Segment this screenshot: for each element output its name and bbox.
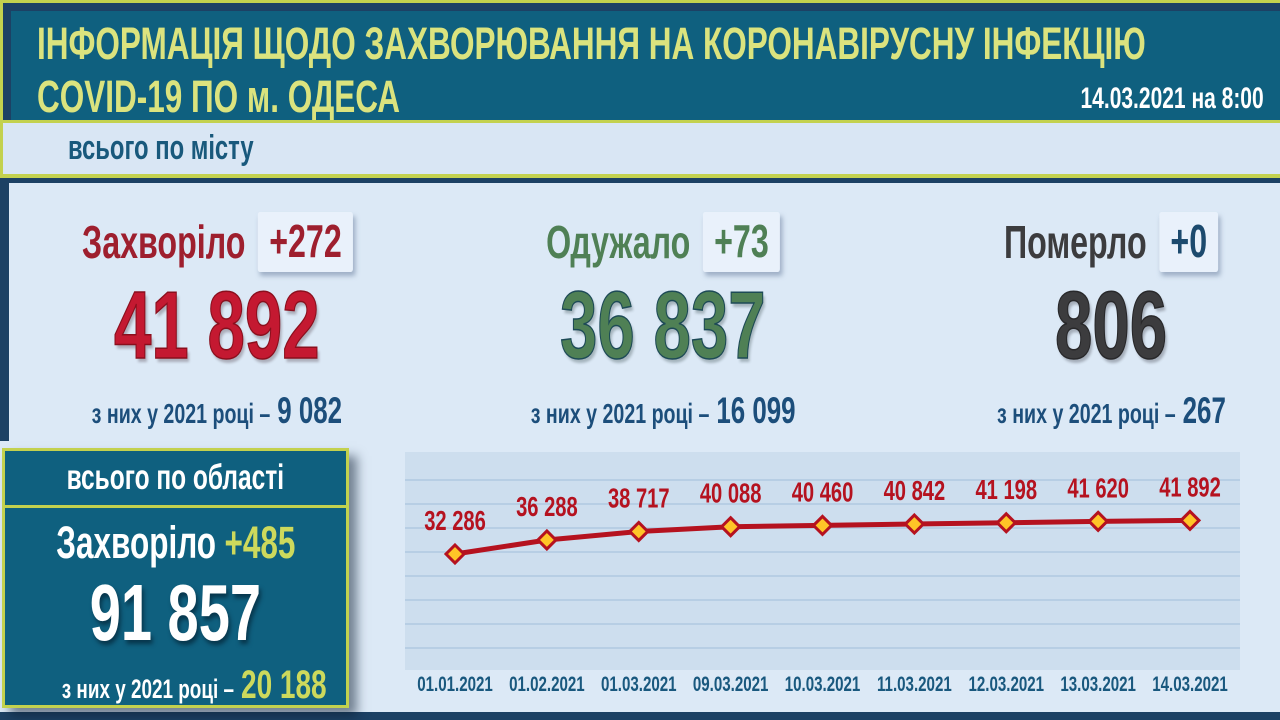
x-axis-label: 01.03.2021 — [601, 671, 677, 695]
x-axis-label: 01.01.2021 — [417, 671, 493, 695]
stat-recovered-caption-value: 16 099 — [716, 390, 796, 431]
x-axis-label: 11.03.2021 — [877, 671, 952, 695]
region-band-label: всього по області — [66, 458, 285, 497]
data-point-label: 32 286 — [424, 506, 486, 537]
data-point-label: 40 842 — [884, 476, 946, 507]
page-title: ІНФОРМАЦІЯ ЩОДО ЗАХВОРЮВАННЯ НА КОРОНАВІ… — [37, 17, 1280, 123]
stat-recovered-city: Одужало +73 36 837 з них у 2021 році –16… — [448, 212, 878, 432]
stat-recovered-head: Одужало +73 — [448, 212, 878, 272]
stat-recovered-label: Одужало — [546, 216, 691, 268]
x-axis-label: 14.03.2021 — [1152, 671, 1228, 695]
region-caption-text: з них у 2021 році – — [61, 674, 234, 704]
stat-infected-city: Захворіло +272 41 892 з них у 2021 році … — [2, 212, 432, 432]
stat-infected-head: Захворіло +272 — [2, 212, 432, 272]
report-datetime: 14.03.2021 на 8:00 — [1002, 82, 1264, 116]
page-title-line1: ІНФОРМАЦІЯ ЩОДО ЗАХВОРЮВАННЯ НА КОРОНАВІ… — [37, 18, 1146, 69]
region-caption-value: 20 188 — [240, 663, 327, 707]
region-infected-value: 91 857 — [5, 573, 346, 653]
data-point-marker — [811, 514, 834, 537]
data-point-marker — [903, 512, 926, 536]
stat-deaths-value: 806 — [896, 272, 1280, 379]
city-band-label: всього по місту — [68, 129, 254, 167]
city-section-band: всього по місту — [0, 120, 1280, 178]
stat-recovered-value-text: 36 837 — [560, 272, 767, 379]
stat-recovered-delta-badge: +73 — [702, 212, 780, 272]
stat-deaths-city: Померло +0 806 з них у 2021 році –267 — [896, 212, 1280, 432]
frame-left-border — [0, 0, 3, 178]
data-point-marker — [719, 515, 742, 538]
stat-deaths-caption: з них у 2021 році –267 — [896, 390, 1280, 432]
stat-deaths-caption-value: 267 — [1182, 390, 1226, 431]
data-point-marker — [995, 511, 1018, 534]
plot-area — [405, 452, 1240, 670]
stat-deaths-value-text: 806 — [1054, 272, 1168, 379]
header: ІНФОРМАЦІЯ ЩОДО ЗАХВОРЮВАННЯ НА КОРОНАВІ… — [3, 3, 1280, 123]
stat-deaths-head: Померло +0 — [896, 212, 1280, 272]
region-infected-value-text: 91 857 — [89, 568, 262, 657]
region-infected-delta: +485 — [224, 517, 296, 568]
stat-infected-label: Захворіло — [81, 216, 245, 268]
stat-deaths-delta-badge: +0 — [1159, 212, 1219, 272]
page-title-line2: COVID-19 ПО м. ОДЕСА — [37, 71, 400, 123]
stat-infected-delta-badge: +272 — [257, 212, 353, 272]
data-point-label: 40 088 — [700, 479, 762, 510]
region-panel: всього по області Захворіло +485 91 857 з… — [2, 448, 349, 708]
stat-recovered-caption: з них у 2021 році –16 099 — [448, 390, 878, 432]
region-caption: з них у 2021 році –20 188 — [5, 663, 346, 708]
data-point-label: 41 620 — [1067, 473, 1129, 504]
region-band: всього по області — [5, 451, 346, 508]
region-infected-label: Захворіло — [56, 517, 217, 568]
data-point-label: 36 288 — [516, 492, 578, 523]
data-point-marker — [1178, 509, 1202, 532]
frame-top-border — [0, 0, 1280, 3]
x-axis-label: 01.02.2021 — [509, 671, 585, 695]
stat-infected-caption-value: 9 082 — [277, 390, 343, 431]
stat-infected-value-text: 41 892 — [114, 272, 321, 379]
x-axis-label: 09.03.2021 — [693, 671, 769, 695]
data-point-label: 38 717 — [608, 483, 670, 514]
x-axis-label: 12.03.2021 — [968, 671, 1044, 695]
data-point-marker — [443, 542, 467, 566]
stat-deaths-label: Померло — [1003, 216, 1147, 268]
stat-recovered-caption-text: з них у 2021 році – — [530, 398, 710, 429]
stat-infected-value: 41 892 — [2, 272, 432, 379]
data-point-label: 41 892 — [1159, 472, 1221, 503]
data-point-marker — [1087, 510, 1110, 533]
trend-line-chart: 32 286 01.01.2021 36 288 01.02.2021 38 717 01… — [405, 452, 1240, 696]
left-edge-strip — [0, 183, 9, 441]
x-axis-label: 10.03.2021 — [785, 671, 861, 695]
data-point-label: 41 198 — [975, 475, 1037, 506]
region-infected-head: Захворіло +485 — [5, 520, 346, 565]
data-point-marker — [627, 520, 650, 543]
x-axis-label: 13.03.2021 — [1060, 671, 1136, 695]
stat-infected-caption: з них у 2021 році –9 082 — [2, 390, 432, 432]
stat-infected-caption-text: з них у 2021 році – — [91, 398, 271, 429]
report-datetime-text: 14.03.2021 на 8:00 — [1080, 82, 1264, 115]
stat-recovered-value: 36 837 — [448, 272, 878, 379]
data-point-marker — [535, 528, 558, 552]
data-point-label: 40 460 — [792, 477, 854, 508]
stat-deaths-caption-text: з них у 2021 році – — [996, 398, 1176, 429]
